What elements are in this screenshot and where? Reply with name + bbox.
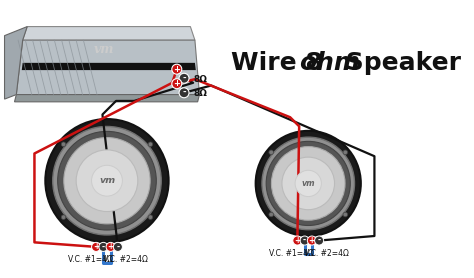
Circle shape — [269, 150, 273, 155]
Text: -: - — [102, 242, 105, 251]
Circle shape — [272, 147, 345, 220]
Text: +: + — [173, 79, 180, 88]
Text: +: + — [294, 236, 301, 245]
Text: -: - — [303, 236, 306, 245]
Circle shape — [343, 212, 347, 217]
Polygon shape — [15, 95, 200, 102]
Text: V.C. #1=4Ω: V.C. #1=4Ω — [270, 249, 314, 258]
Circle shape — [91, 242, 100, 251]
Circle shape — [343, 150, 347, 155]
Circle shape — [269, 212, 273, 217]
Circle shape — [148, 142, 153, 147]
Circle shape — [46, 119, 169, 242]
Circle shape — [262, 137, 355, 230]
Circle shape — [106, 242, 115, 251]
Circle shape — [172, 79, 182, 89]
Polygon shape — [23, 27, 195, 40]
Text: +: + — [173, 65, 180, 74]
Text: -: - — [182, 74, 186, 83]
Text: -: - — [116, 242, 119, 251]
Text: Speaker: Speaker — [337, 51, 461, 75]
Circle shape — [282, 157, 335, 210]
Polygon shape — [5, 27, 27, 99]
Text: vm: vm — [94, 43, 115, 56]
Circle shape — [295, 170, 321, 197]
Circle shape — [293, 236, 302, 245]
Circle shape — [315, 236, 324, 245]
Polygon shape — [16, 40, 200, 95]
Circle shape — [58, 131, 156, 230]
Circle shape — [76, 150, 138, 212]
Text: ohm: ohm — [299, 51, 360, 75]
Text: +: + — [309, 236, 315, 245]
Text: vm: vm — [99, 176, 115, 185]
Text: Wire 8: Wire 8 — [231, 51, 323, 75]
Circle shape — [61, 215, 66, 219]
Circle shape — [99, 242, 108, 251]
Circle shape — [307, 236, 317, 245]
Circle shape — [172, 64, 182, 74]
Polygon shape — [22, 63, 196, 70]
Circle shape — [266, 141, 350, 225]
Text: V.C. #2=4Ω: V.C. #2=4Ω — [103, 255, 147, 264]
Text: vm: vm — [301, 179, 315, 188]
Circle shape — [91, 165, 122, 196]
Text: 8Ω: 8Ω — [193, 75, 207, 84]
Text: V.C. #1=4Ω: V.C. #1=4Ω — [68, 255, 113, 264]
Text: +: + — [108, 242, 114, 251]
Circle shape — [179, 73, 189, 83]
Circle shape — [255, 131, 361, 236]
Circle shape — [300, 236, 309, 245]
Circle shape — [148, 215, 153, 219]
Text: -: - — [182, 88, 186, 97]
Text: +: + — [93, 242, 99, 251]
Text: 8Ω: 8Ω — [193, 89, 207, 98]
Circle shape — [53, 126, 161, 235]
Circle shape — [64, 138, 150, 224]
Circle shape — [179, 88, 189, 98]
Text: V.C. #2=4Ω: V.C. #2=4Ω — [304, 249, 349, 258]
Circle shape — [113, 242, 122, 251]
Circle shape — [61, 142, 66, 147]
Text: -: - — [318, 236, 321, 245]
